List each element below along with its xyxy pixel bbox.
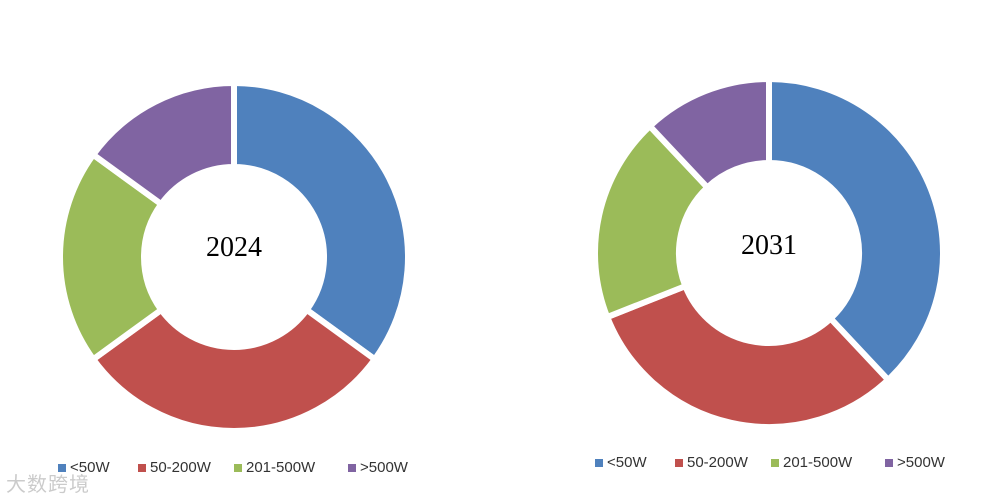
slice-<50W xyxy=(766,75,946,385)
legend-swatch xyxy=(58,464,66,472)
legend-swatch xyxy=(885,459,893,467)
legend-label: 50-200W xyxy=(687,454,749,471)
legend-item-50-200W: 50-200W xyxy=(138,459,212,476)
legend-item-201-500W: 201-500W xyxy=(234,459,316,476)
legend-label: <50W xyxy=(607,454,647,471)
legend-swatch xyxy=(595,459,603,467)
slice-50-200W xyxy=(89,305,379,434)
legend-item-201-500W: 201-500W xyxy=(771,454,853,471)
watermark-logo: 大数跨境 xyxy=(6,468,90,497)
legend-swatch xyxy=(138,464,146,472)
slice->500W xyxy=(89,79,237,209)
center-label: 2024 xyxy=(206,232,262,263)
legend-label: 201-500W xyxy=(246,459,316,476)
slice-201-500W xyxy=(57,150,166,364)
legend-label: >500W xyxy=(897,454,946,471)
legend-swatch xyxy=(675,459,683,467)
legend-item-<50W: <50W xyxy=(58,459,110,476)
legend: <50W 50-200W 201-500W >500W xyxy=(58,459,409,476)
legend-item-<50W: <50W xyxy=(595,454,647,471)
legend: <50W 50-200W 201-500W >500W xyxy=(595,454,946,471)
legend-swatch xyxy=(771,459,779,467)
legend-label: >500W xyxy=(360,459,409,476)
slice->500W xyxy=(645,75,772,192)
legend-item-50-200W: 50-200W xyxy=(675,454,749,471)
legend-label: <50W xyxy=(70,459,110,476)
legend-swatch xyxy=(234,464,242,472)
watermark-text: 大数跨境 xyxy=(6,472,90,496)
donut-chart-2031: 2031 <50W 50-200W 201-500W >500W xyxy=(592,75,946,471)
center-label: 2031 xyxy=(741,230,797,261)
donut-chart-2024: 2024 <50W 50-200W 201-500W >500W xyxy=(57,79,411,476)
slice-201-500W xyxy=(592,121,712,321)
legend-item->500W: >500W xyxy=(885,454,946,471)
legend-swatch xyxy=(348,464,356,472)
legend-label: 50-200W xyxy=(150,459,212,476)
slice-50-200W xyxy=(603,282,893,430)
slice-<50W xyxy=(231,79,411,364)
legend-label: 201-500W xyxy=(783,454,853,471)
legend-item->500W: >500W xyxy=(348,459,409,476)
